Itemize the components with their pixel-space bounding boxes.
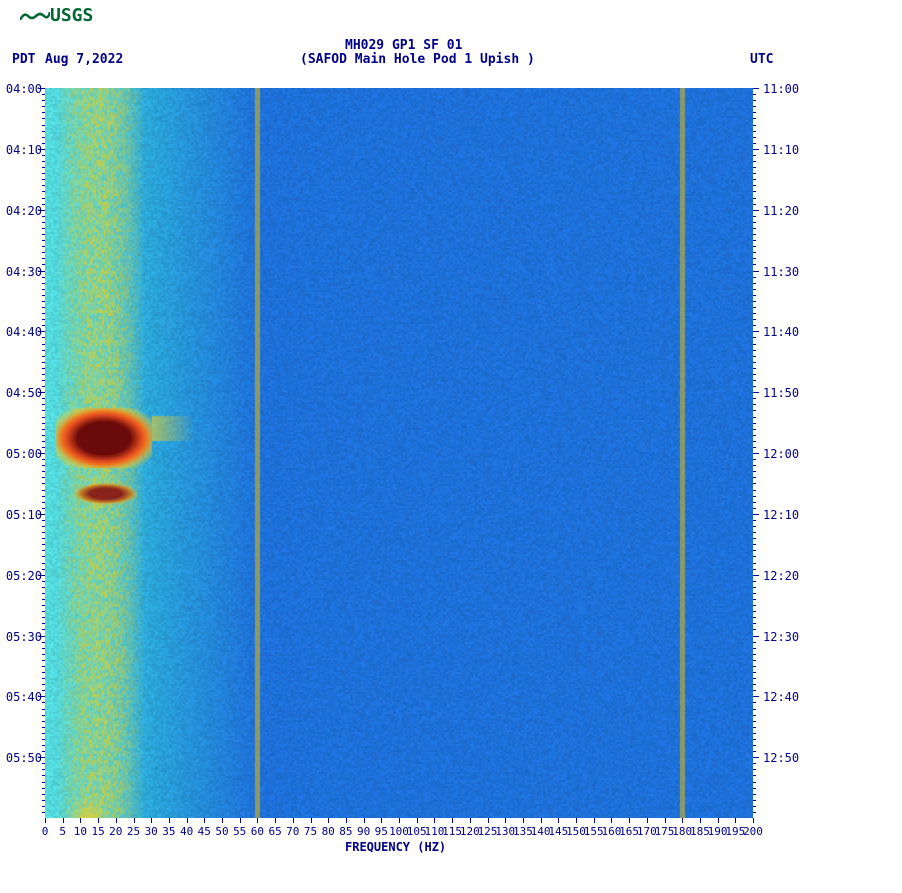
xtick: 65	[268, 825, 281, 838]
ytick-right: 11:50	[763, 386, 799, 400]
ytick-right: 12:10	[763, 508, 799, 522]
x-axis-label: FREQUENCY (HZ)	[345, 840, 446, 854]
ytick-right: 12:00	[763, 447, 799, 461]
xtick: 20	[109, 825, 122, 838]
xtick: 70	[286, 825, 299, 838]
xtick: 200	[743, 825, 763, 838]
ytick-right: 12:20	[763, 569, 799, 583]
xtick: 95	[375, 825, 388, 838]
spectrogram-canvas	[45, 88, 753, 818]
ytick-left: 04:50	[2, 386, 42, 400]
ytick-right: 12:50	[763, 751, 799, 765]
xtick: 85	[339, 825, 352, 838]
xtick: 45	[198, 825, 211, 838]
ytick-left: 05:10	[2, 508, 42, 522]
xtick: 60	[251, 825, 264, 838]
ytick-left: 05:20	[2, 569, 42, 583]
wave-icon	[20, 8, 50, 24]
ytick-right: 11:10	[763, 143, 799, 157]
ytick-left: 04:20	[2, 204, 42, 218]
xtick: 90	[357, 825, 370, 838]
xtick: 25	[127, 825, 140, 838]
ytick-left: 04:10	[2, 143, 42, 157]
xtick: 35	[162, 825, 175, 838]
chart-title-2: (SAFOD Main Hole Pod 1 Upish )	[300, 52, 535, 67]
ytick-left: 05:00	[2, 447, 42, 461]
xtick: 80	[322, 825, 335, 838]
ytick-right: 12:40	[763, 690, 799, 704]
ytick-right: 11:00	[763, 82, 799, 96]
usgs-logo: USGS	[20, 5, 93, 26]
xtick: 55	[233, 825, 246, 838]
xtick: 10	[74, 825, 87, 838]
ytick-left: 05:30	[2, 630, 42, 644]
xtick: 0	[42, 825, 49, 838]
xtick: 50	[215, 825, 228, 838]
ytick-left: 04:00	[2, 82, 42, 96]
ytick-right: 11:30	[763, 265, 799, 279]
ytick-left: 05:40	[2, 690, 42, 704]
xtick: 30	[145, 825, 158, 838]
chart-title-1: MH029 GP1 SF 01	[345, 38, 462, 53]
spectrogram-plot	[45, 88, 753, 818]
header-date: Aug 7,2022	[45, 52, 123, 67]
ytick-right: 11:20	[763, 204, 799, 218]
ytick-right: 11:40	[763, 325, 799, 339]
timezone-right: UTC	[750, 52, 773, 67]
ytick-left: 04:30	[2, 265, 42, 279]
xtick: 75	[304, 825, 317, 838]
timezone-left: PDT	[12, 52, 35, 67]
xtick: 40	[180, 825, 193, 838]
xtick: 15	[91, 825, 104, 838]
xtick: 5	[59, 825, 66, 838]
logo-text: USGS	[50, 5, 93, 26]
ytick-left: 05:50	[2, 751, 42, 765]
ytick-left: 04:40	[2, 325, 42, 339]
ytick-right: 12:30	[763, 630, 799, 644]
